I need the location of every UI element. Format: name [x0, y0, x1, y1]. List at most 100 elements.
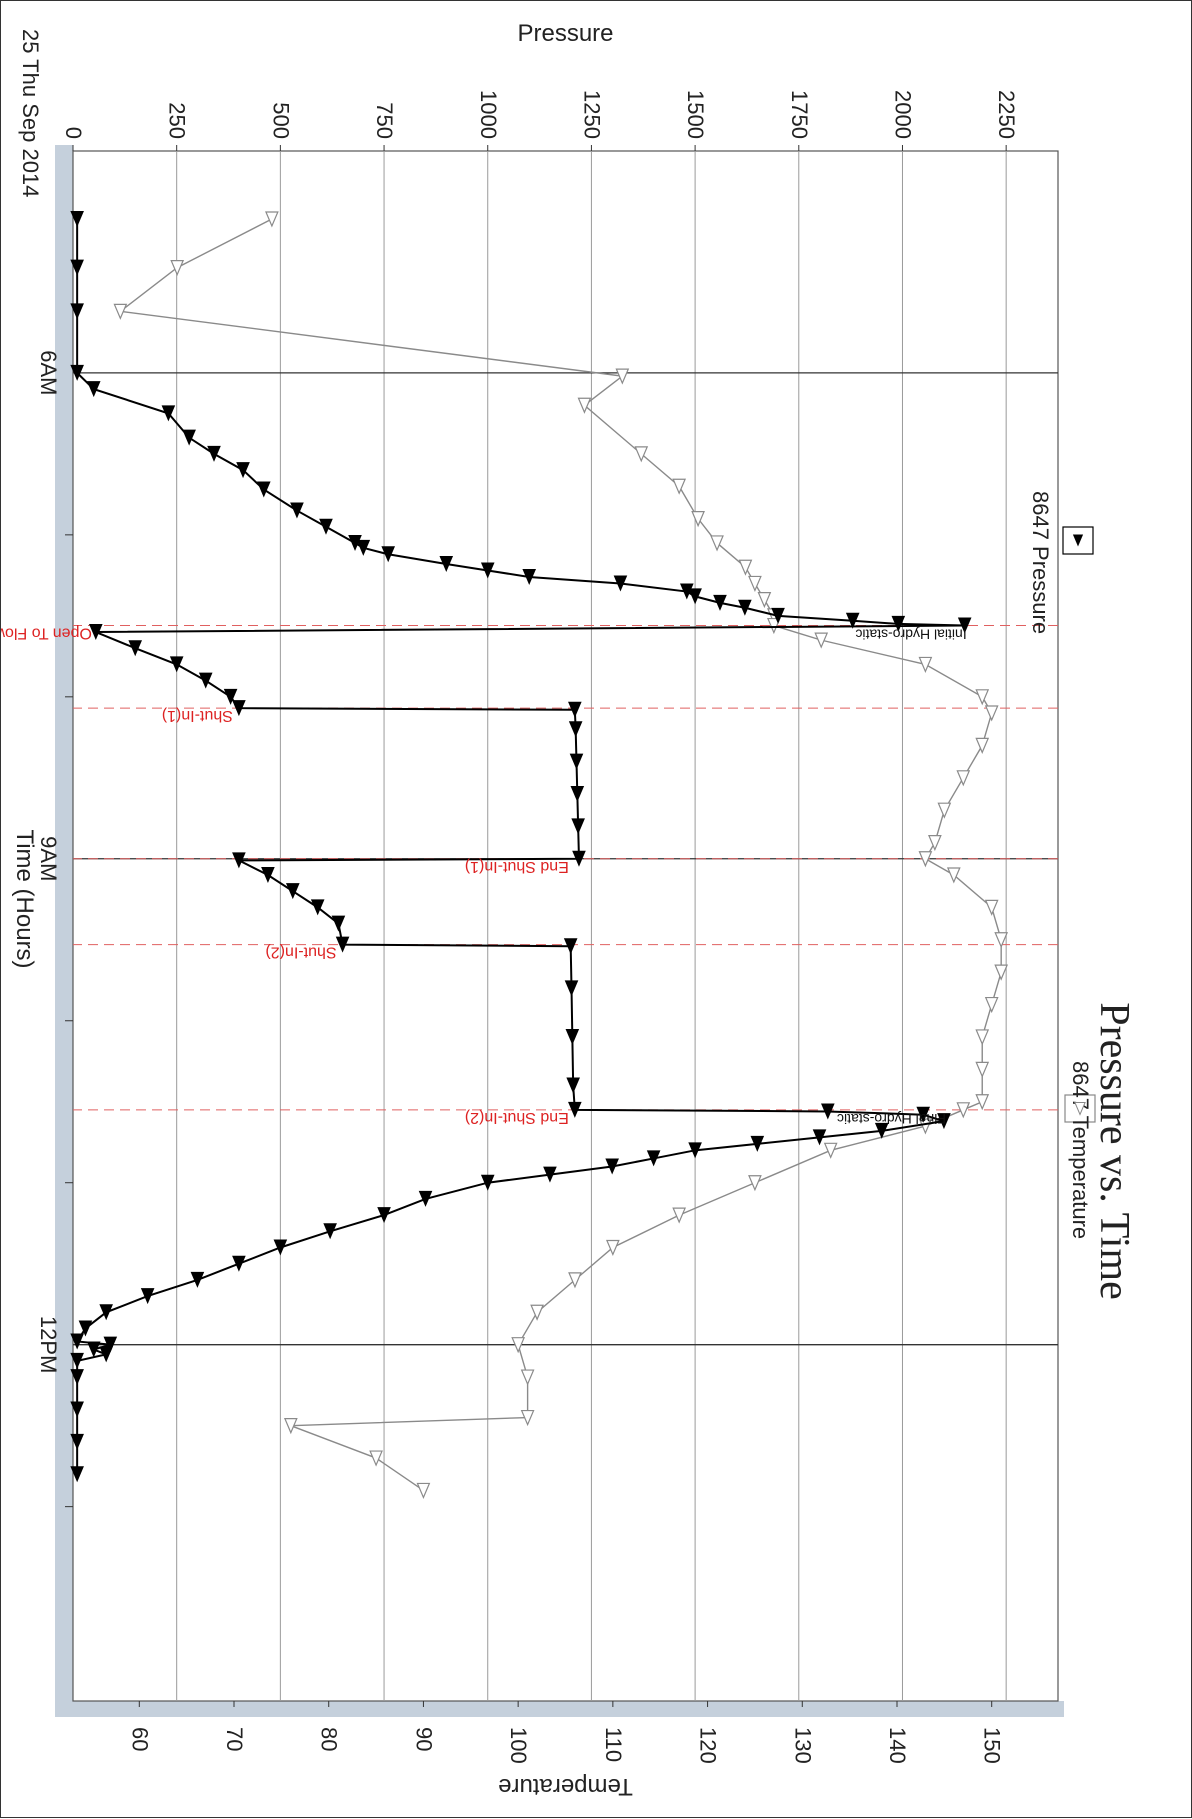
- event-label: End Shut-In(1): [465, 858, 569, 875]
- pressure-point: [713, 594, 727, 611]
- temperature-point: [975, 1094, 990, 1111]
- pressure-point: [569, 753, 584, 770]
- temperature-point: [984, 705, 999, 722]
- pressure-point: [256, 481, 271, 498]
- temperature-point: [369, 1450, 383, 1467]
- temperature-tick-label: 90: [411, 1727, 436, 1751]
- temperature-point: [577, 397, 592, 414]
- pressure-point: [99, 1304, 113, 1321]
- pressure-point: [70, 364, 84, 381]
- pressure-point: [70, 1369, 84, 1386]
- pressure-point: [613, 575, 628, 592]
- temperature-point: [937, 802, 952, 819]
- pressure-tick-label: 2000: [890, 90, 915, 139]
- pressure-point: [232, 1255, 246, 1272]
- temperature-point: [984, 996, 999, 1014]
- event-label: Open To Flow(1): [1, 625, 92, 642]
- pressure-point: [937, 1113, 951, 1130]
- pressure-point: [564, 980, 579, 997]
- pressure-point: [568, 1101, 582, 1118]
- pressure-point: [236, 462, 250, 479]
- temperature-point: [738, 559, 753, 576]
- legend-temperature-marker: [1074, 1102, 1086, 1116]
- temperature-point: [520, 1409, 535, 1427]
- pressure-point: [377, 1207, 391, 1224]
- pressure-point: [273, 1239, 288, 1256]
- temperature-point: [975, 689, 990, 706]
- pressure-tick-label: 1000: [476, 90, 501, 139]
- pressure-point: [348, 534, 362, 551]
- temperature-point: [823, 1142, 838, 1159]
- legend-pressure[interactable]: 8647 Pressure: [1028, 491, 1094, 634]
- pressure-point: [750, 1135, 765, 1152]
- pressure-point: [331, 915, 346, 932]
- pressure-point: [688, 588, 702, 605]
- temperature-tick-label: 100: [506, 1727, 531, 1764]
- temperature-point: [416, 1482, 431, 1499]
- pressure-point: [86, 381, 101, 398]
- temperature-axis-title: Temperature: [498, 1773, 633, 1800]
- pressure-axis-title: Pressure: [517, 20, 613, 47]
- pressure-point: [335, 936, 350, 953]
- temperature-point: [956, 770, 971, 787]
- temperature-point: [672, 478, 687, 495]
- pressure-point: [70, 259, 84, 276]
- pressure-point: [70, 1466, 84, 1483]
- pressure-point: [323, 1223, 337, 1240]
- pressure-point: [381, 546, 395, 563]
- temperature-point: [975, 737, 990, 754]
- temperature-tick-label: 140: [885, 1727, 910, 1764]
- pressure-point: [565, 1028, 580, 1045]
- temperature-point: [113, 303, 128, 320]
- pressure-tick-label: 1500: [683, 90, 708, 139]
- pressure-tick-label: 0: [61, 127, 86, 139]
- pressure-point: [566, 1077, 580, 1094]
- chart-title: Pressure vs. Time: [1091, 1002, 1137, 1300]
- pressure-tick-label: 2250: [994, 90, 1019, 139]
- temperature-point: [748, 1175, 762, 1192]
- pressure-point: [99, 1346, 113, 1363]
- pressure-point: [356, 539, 371, 556]
- pressure-point: [570, 785, 585, 802]
- legend-pressure-label: 8647 Pressure: [1028, 491, 1053, 634]
- pressure-point: [680, 583, 694, 600]
- temperature-tick-label: 120: [696, 1727, 721, 1764]
- pressure-point: [572, 850, 586, 867]
- pressure-point: [563, 938, 578, 955]
- pressure-point: [182, 429, 196, 446]
- event-label: End Shut-In(2): [465, 1109, 569, 1126]
- temperature-point: [918, 656, 933, 673]
- pressure-point: [319, 518, 333, 535]
- temperature-point: [994, 932, 1009, 949]
- pressure-point: [310, 899, 325, 916]
- plot-shadow-bottom: [55, 145, 73, 1707]
- legend-temperature[interactable]: 8647 Temperature: [1064, 1061, 1096, 1239]
- pressure-point: [70, 211, 84, 228]
- pressure-tick-label: 1250: [579, 90, 604, 139]
- temperature-point: [814, 632, 829, 649]
- date-label: 25 Thu Sep 2014: [18, 29, 43, 197]
- temperature-point: [757, 592, 772, 609]
- temperature-point: [530, 1304, 544, 1321]
- temperature-point: [605, 1239, 620, 1257]
- temperature-tick-label: 80: [317, 1727, 342, 1751]
- temperature-point: [691, 511, 705, 528]
- temperature-point: [928, 834, 942, 852]
- temperature-point: [975, 1061, 990, 1078]
- event-label: Shut-In(1): [162, 707, 233, 724]
- pressure-point: [223, 688, 238, 705]
- pressure-point: [290, 502, 304, 519]
- pressure-point: [89, 624, 103, 641]
- hydrostatic-label: Final Hydro-static: [837, 1111, 946, 1127]
- label-layer: Open To Flow(1) Shut-In(1) End Shut-In(1) S…: [0, 625, 967, 1127]
- temperature-point: [767, 617, 781, 635]
- pressure-point: [738, 599, 752, 616]
- temperature-point: [634, 446, 649, 463]
- pressure-point: [70, 1352, 84, 1369]
- time-tick-label: 12PM: [36, 1316, 61, 1373]
- pressure-tick-label: 500: [268, 102, 293, 139]
- temperature-point: [918, 1118, 933, 1135]
- pressure-point: [605, 1158, 619, 1175]
- pressure-point: [821, 1103, 835, 1120]
- pressure-point: [232, 700, 246, 717]
